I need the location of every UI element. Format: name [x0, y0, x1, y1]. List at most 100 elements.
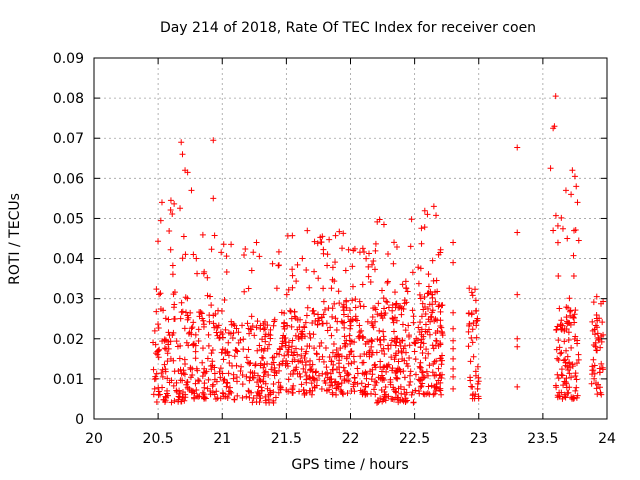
data-point [190, 340, 197, 347]
data-point [417, 344, 424, 351]
data-point [328, 332, 335, 339]
data-point [373, 349, 380, 356]
data-point [239, 394, 246, 401]
data-point [559, 225, 566, 232]
data-point [575, 356, 582, 363]
data-point [269, 354, 276, 361]
data-point [320, 320, 327, 327]
data-point [192, 380, 199, 387]
data-point [569, 361, 576, 368]
data-point [228, 241, 235, 248]
data-point [565, 329, 572, 336]
data-point [249, 323, 256, 330]
y-tick-label: 0.07 [53, 131, 84, 147]
data-point [345, 378, 352, 385]
data-point [198, 310, 205, 317]
data-point [250, 374, 257, 381]
data-point [254, 347, 261, 354]
y-tick-label: 0.06 [53, 171, 84, 187]
data-point [223, 269, 230, 276]
data-point [226, 359, 233, 366]
data-point [275, 262, 282, 269]
data-point [594, 391, 601, 398]
data-point [439, 330, 446, 337]
data-point [181, 325, 188, 332]
data-point [248, 389, 255, 396]
data-point [183, 381, 190, 388]
data-point [241, 288, 248, 295]
data-point [554, 239, 561, 246]
data-point [234, 392, 241, 399]
data-point [309, 374, 316, 381]
data-point [271, 364, 278, 371]
data-point [259, 336, 266, 343]
data-point [225, 391, 232, 398]
data-point [385, 251, 392, 258]
data-point [554, 323, 561, 330]
data-point [439, 352, 446, 359]
data-point [294, 370, 301, 377]
data-point [392, 301, 399, 308]
data-point [375, 300, 382, 307]
data-point [285, 376, 292, 383]
data-point [301, 355, 308, 362]
data-point [352, 316, 359, 323]
data-point [298, 335, 305, 342]
data-point [561, 338, 568, 345]
data-point [289, 385, 296, 392]
data-point [310, 307, 317, 314]
data-point [559, 372, 566, 379]
data-point [224, 380, 231, 387]
data-point [210, 312, 217, 319]
data-point [277, 384, 284, 391]
data-point [226, 384, 233, 391]
data-point [209, 358, 216, 365]
data-point [574, 199, 581, 206]
data-point [269, 260, 276, 267]
data-point [257, 362, 264, 369]
data-point [190, 251, 197, 258]
data-point [433, 371, 440, 378]
data-point [555, 375, 562, 382]
data-point [352, 304, 359, 311]
data-point [320, 298, 327, 305]
data-point [393, 243, 400, 250]
data-point [350, 353, 357, 360]
data-point [572, 333, 579, 340]
data-point [426, 331, 433, 338]
data-point [374, 311, 381, 318]
data-point [289, 284, 296, 291]
data-point [395, 394, 402, 401]
data-point [468, 334, 475, 341]
data-point [164, 358, 171, 365]
data-point [417, 384, 424, 391]
data-point [262, 397, 269, 404]
data-point [184, 312, 191, 319]
data-points [150, 93, 607, 406]
data-point [205, 342, 212, 349]
data-point [573, 360, 580, 367]
data-point [408, 216, 415, 223]
data-point [239, 322, 246, 329]
data-point [275, 379, 282, 386]
data-point [404, 288, 411, 295]
data-point [201, 365, 208, 372]
data-point [293, 278, 300, 285]
data-point [365, 381, 372, 388]
data-point [552, 93, 559, 100]
data-point [417, 265, 424, 272]
data-point [429, 309, 436, 316]
data-point [329, 349, 336, 356]
data-point [372, 318, 379, 325]
data-point [384, 362, 391, 369]
data-point [553, 327, 560, 334]
data-point [241, 251, 248, 258]
data-point [318, 239, 325, 246]
data-point [230, 329, 237, 336]
data-point [222, 393, 229, 400]
data-point [199, 359, 206, 366]
data-point [365, 263, 372, 270]
data-point [247, 369, 254, 376]
data-point [391, 356, 398, 363]
data-point [450, 337, 457, 344]
